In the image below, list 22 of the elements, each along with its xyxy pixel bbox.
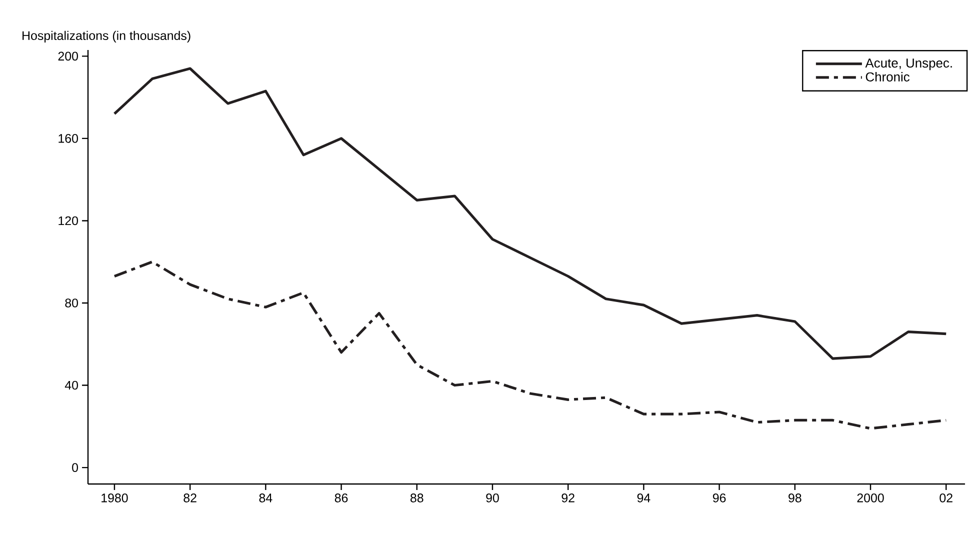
y-tick-label: 120 [58,216,78,226]
x-tick-label: 2000 [857,494,884,502]
x-tick-label: 1980 [102,494,128,502]
legend-label: Acute, Unspec. [865,58,952,70]
x-tick-label: 88 [410,494,424,502]
line-series [113,260,948,430]
x-tick-label: 96 [712,494,726,502]
y-tick-label: 0 [72,463,78,472]
legend-label: Chronic [866,72,910,82]
x-tick-label: 84 [259,494,272,502]
x-tick-label: 02 [940,494,952,502]
y-tick-label: 40 [64,380,78,390]
y-tick-label: 200 [58,52,78,61]
x-tick-label: 86 [334,494,348,502]
x-tick-label: 94 [637,494,650,502]
x-tick-label: 90 [486,494,499,502]
x-tick-label: 82 [184,494,196,502]
x-tick-label: 98 [788,494,802,502]
y-tick-label: 80 [65,298,78,308]
x-tick-label: 92 [562,494,574,502]
y-tick-label: 160 [58,134,78,143]
y-axis-title: Hospitalizations (in thousands) [22,30,190,42]
